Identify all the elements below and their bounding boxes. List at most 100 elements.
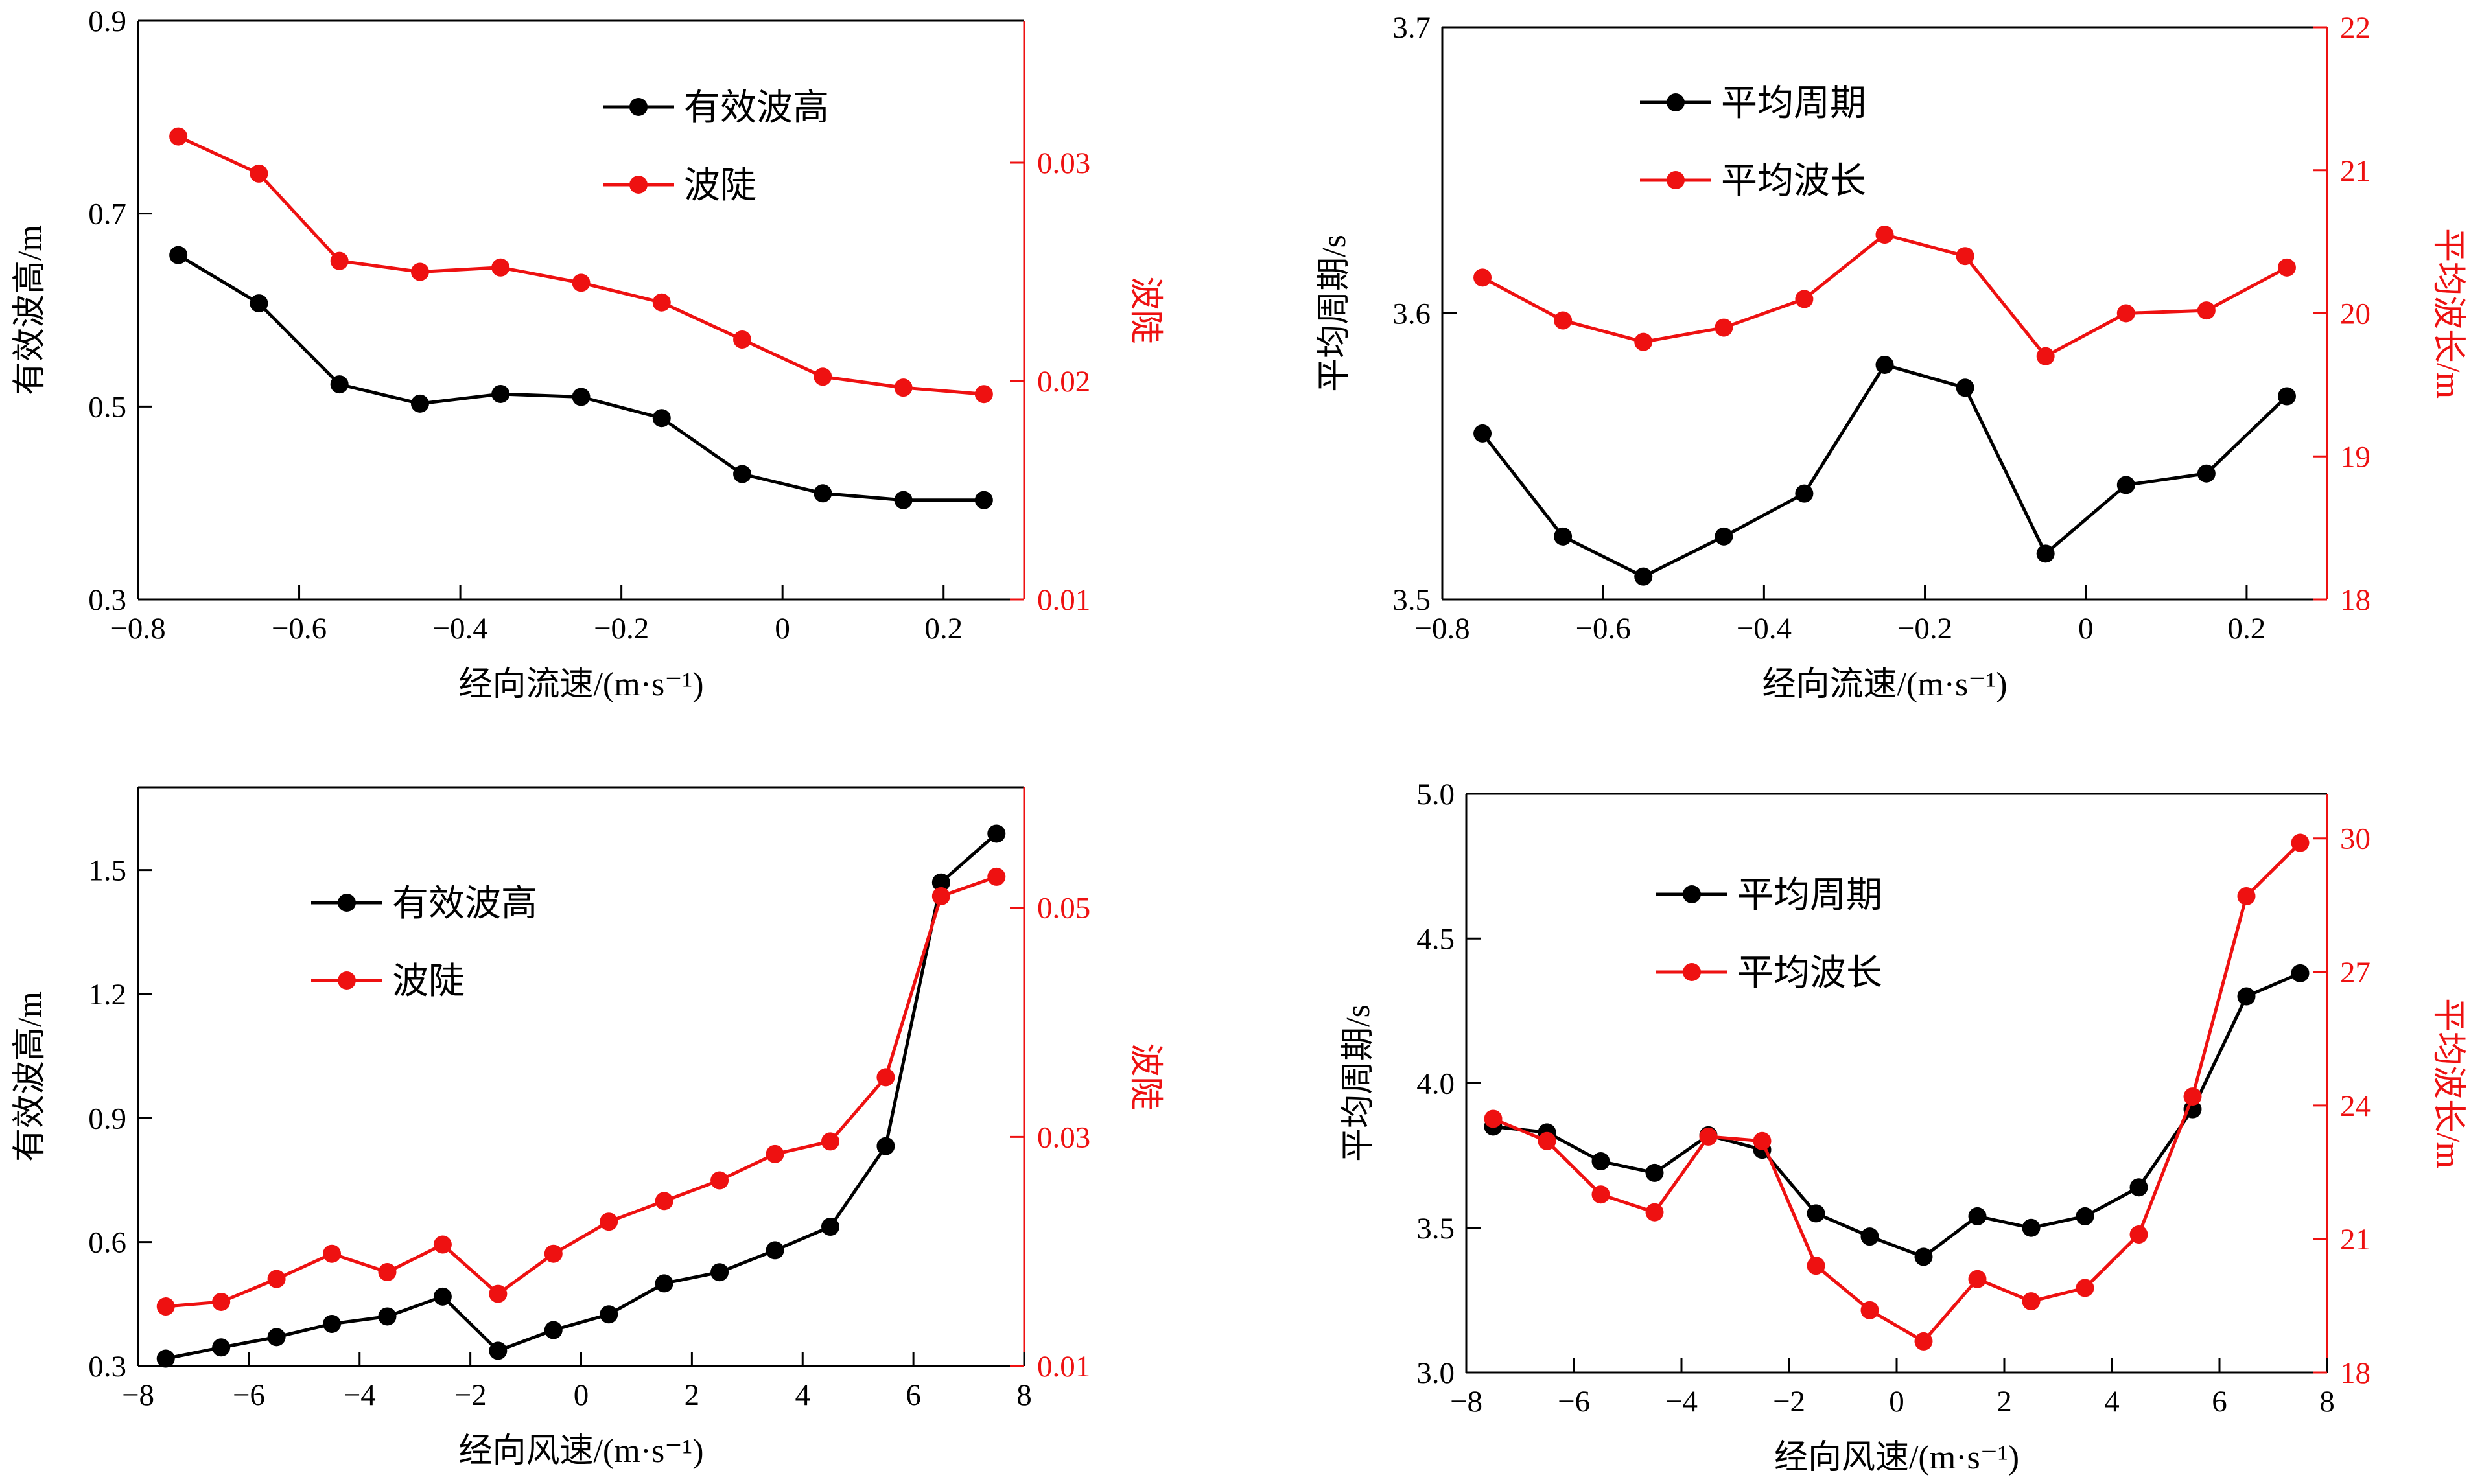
legend-marker xyxy=(1667,171,1685,189)
x-tick-label: −0.6 xyxy=(1576,612,1631,645)
data-point xyxy=(931,887,950,905)
y-tick-label: 3.7 xyxy=(1392,11,1431,45)
legend-label: 平均波长 xyxy=(1721,161,1866,202)
x-tick-label: 2 xyxy=(1996,1385,2012,1419)
x-tick-label: 0.2 xyxy=(2228,612,2266,645)
x-tick-label: −0.2 xyxy=(1897,612,1952,645)
y2-tick-label: 24 xyxy=(2340,1089,2371,1123)
legend-label: 波陡 xyxy=(392,962,465,1002)
x-axis-label: 经向风速/(m·s⁻¹) xyxy=(1774,1439,2019,1476)
data-point xyxy=(1914,1332,1933,1351)
data-point xyxy=(766,1241,784,1260)
data-point xyxy=(987,824,1006,843)
data-point xyxy=(572,273,591,292)
data-point xyxy=(1956,378,1974,397)
data-point xyxy=(876,1137,895,1155)
y-tick-label: 0.5 xyxy=(88,390,126,424)
data-point xyxy=(1860,1301,1879,1319)
x-tick-label: 6 xyxy=(2212,1385,2227,1419)
data-point xyxy=(655,1274,673,1293)
data-point xyxy=(2277,387,2296,406)
data-point xyxy=(2022,1218,2041,1237)
data-point xyxy=(876,1068,895,1087)
data-point xyxy=(1554,527,1573,546)
series-line-1 xyxy=(1481,363,2288,579)
x-tick-label: −0.2 xyxy=(594,612,649,645)
data-point xyxy=(1715,318,1733,337)
data-point xyxy=(821,1132,839,1151)
data-point xyxy=(544,1244,563,1263)
data-point xyxy=(323,1314,342,1333)
data-point xyxy=(572,388,591,406)
data-point xyxy=(894,378,913,397)
legend-marker xyxy=(338,971,356,990)
data-point xyxy=(2076,1207,2094,1225)
data-point xyxy=(1807,1257,1825,1275)
y2-tick-label: 21 xyxy=(2340,1223,2371,1257)
data-point xyxy=(710,1171,729,1190)
legend-marker xyxy=(338,894,356,912)
data-point xyxy=(156,1349,175,1368)
data-point xyxy=(1875,355,1894,374)
legend-label: 有效波高 xyxy=(684,88,829,128)
x-tick-label: −6 xyxy=(233,1378,265,1412)
data-point xyxy=(821,1218,839,1236)
series-line-1 xyxy=(1493,971,2301,1258)
x-tick-label: −6 xyxy=(1558,1385,1590,1419)
data-point xyxy=(2116,304,2135,323)
x-axis-label: 经向风速/(m·s⁻¹) xyxy=(458,1433,703,1470)
chart-panel-3: −8 −6 −4 −2 0 2 4 6 8 0.3 0.6 0.9 1.2 1.5 0.01 0.03 0.05… xyxy=(12,786,1164,1470)
data-point xyxy=(378,1262,397,1281)
data-point xyxy=(1484,1109,1503,1128)
y2-tick-label: 27 xyxy=(2340,956,2371,990)
data-point xyxy=(330,251,349,270)
legend-label: 平均波长 xyxy=(1737,953,1882,993)
data-point xyxy=(1554,311,1573,330)
legend-marker xyxy=(629,98,648,116)
data-point xyxy=(2036,347,2055,365)
data-point xyxy=(1473,424,1492,443)
data-point xyxy=(1634,567,1653,586)
data-point xyxy=(1645,1203,1664,1222)
data-point xyxy=(491,258,510,277)
chart-panel-4: −8 −6 −4 −2 0 2 4 6 83.03.54.04.55.01821242730经向… xyxy=(1340,778,2466,1476)
data-point xyxy=(600,1305,618,1324)
data-point xyxy=(1795,484,1814,503)
data-point xyxy=(1634,332,1653,351)
data-point xyxy=(267,1270,286,1288)
data-point xyxy=(489,1341,508,1360)
data-point xyxy=(212,1292,231,1311)
legend-label: 平均周期 xyxy=(1737,875,1882,916)
y2-axis-label: 波陡 xyxy=(1127,276,1164,343)
x-tick-label: 6 xyxy=(906,1378,921,1412)
data-point xyxy=(267,1328,286,1347)
x-tick-label: −0.8 xyxy=(1414,612,1469,645)
data-point xyxy=(330,375,349,394)
data-point xyxy=(1591,1152,1610,1171)
data-point xyxy=(1795,290,1814,308)
chart-panel-2: −0.8 −0.6 −0.4 −0.2 0 0.2 3.5 3.6 3.7 18 19 20 21 22 经… xyxy=(1316,11,2466,703)
data-point xyxy=(1968,1270,1987,1288)
y2-tick-label: 0.03 xyxy=(1037,1120,1090,1154)
legend-label: 波陡 xyxy=(684,166,756,206)
y2-tick-label: 20 xyxy=(2340,297,2371,331)
x-tick-label: −0.8 xyxy=(110,612,165,645)
x-tick-label: −2 xyxy=(1773,1385,1805,1419)
data-point xyxy=(931,873,950,892)
x-tick-label: 0 xyxy=(574,1378,589,1412)
x-tick-label: 8 xyxy=(1016,1378,1032,1412)
y-axis-label: 有效波高/m xyxy=(12,991,49,1162)
data-point xyxy=(1807,1204,1825,1223)
data-point xyxy=(1914,1247,1933,1266)
y2-tick-label: 21 xyxy=(2340,154,2371,188)
y2-tick-label: 22 xyxy=(2340,11,2371,45)
data-point xyxy=(250,294,268,313)
data-point xyxy=(169,246,188,264)
x-tick-label: −2 xyxy=(454,1378,487,1412)
series-line-2 xyxy=(165,875,998,1308)
series-line-2 xyxy=(1481,233,2288,358)
x-tick-label: −4 xyxy=(1665,1385,1698,1419)
y-tick-label: 3.5 xyxy=(1416,1212,1455,1246)
y-tick-label: 3.5 xyxy=(1392,583,1431,617)
